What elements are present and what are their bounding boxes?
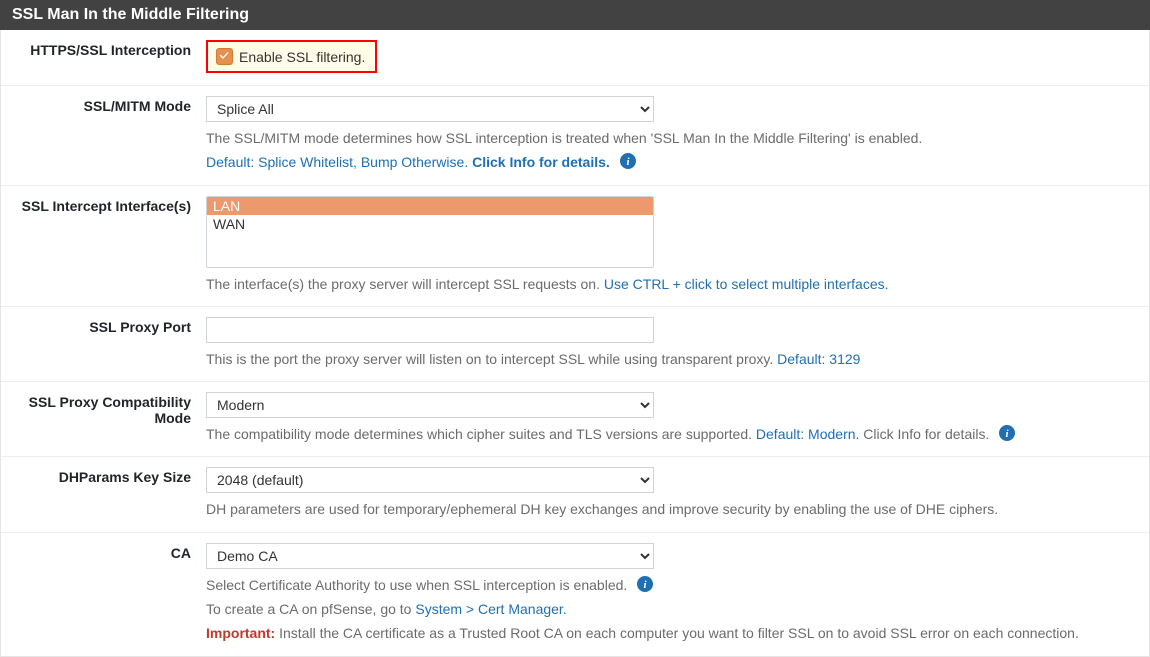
cert-manager-link[interactable]: System > Cert Manager. [415, 601, 566, 617]
ssl-proxy-port-default-link[interactable]: Default: 3129 [777, 351, 860, 367]
enable-ssl-highlight: Enable SSL filtering. [206, 40, 377, 73]
row-ssl-proxy-compat: SSL Proxy Compatibility Mode Modern The … [1, 382, 1149, 457]
row-ssl-proxy-port: SSL Proxy Port This is the port the prox… [1, 307, 1149, 382]
dhparams-key-size-select[interactable]: 2048 (default) [206, 467, 654, 493]
label-ssl-proxy-port: SSL Proxy Port [16, 317, 206, 369]
ssl-mitm-mode-default-link[interactable]: Default: Splice Whitelist, Bump Otherwis… [206, 154, 614, 170]
help-dhparams-key-size: DH parameters are used for temporary/eph… [206, 499, 1134, 519]
help-ca-important: Important: Install the CA certificate as… [206, 623, 1134, 643]
row-ca: CA Demo CA Select Certificate Authority … [1, 533, 1149, 656]
interfaces-ctrl-click-link[interactable]: Use CTRL + click to select multiple inte… [604, 276, 889, 292]
help-ca-create: To create a CA on pfSense, go to System … [206, 599, 1134, 619]
label-https-interception: HTTPS/SSL Interception [16, 40, 206, 73]
ssl-proxy-port-input[interactable] [206, 317, 654, 343]
enable-ssl-checkbox[interactable] [216, 48, 233, 65]
row-dhparams-key-size: DHParams Key Size 2048 (default) DH para… [1, 457, 1149, 532]
label-dhparams-key-size: DHParams Key Size [16, 467, 206, 519]
row-enable-ssl: HTTPS/SSL Interception Enable SSL filter… [1, 30, 1149, 86]
label-ssl-intercept-interfaces: SSL Intercept Interface(s) [16, 196, 206, 294]
important-label: Important: [206, 625, 275, 641]
ssl-mitm-mode-select[interactable]: Splice All [206, 96, 654, 122]
help-ssl-proxy-compat: The compatibility mode determines which … [206, 424, 1134, 444]
enable-ssl-checkbox-label: Enable SSL filtering. [239, 49, 365, 65]
info-icon[interactable]: i [999, 425, 1015, 441]
panel-title: SSL Man In the Middle Filtering [0, 0, 1150, 30]
label-ssl-mitm-mode: SSL/MITM Mode [16, 96, 206, 173]
label-ssl-proxy-compat: SSL Proxy Compatibility Mode [16, 392, 206, 444]
help-ca: Select Certificate Authority to use when… [206, 575, 1134, 595]
panel-body: HTTPS/SSL Interception Enable SSL filter… [0, 30, 1150, 657]
help-ssl-mitm-mode: The SSL/MITM mode determines how SSL int… [206, 128, 1134, 148]
help-ssl-mitm-mode-default: Default: Splice Whitelist, Bump Otherwis… [206, 152, 1134, 172]
info-icon[interactable]: i [620, 153, 636, 169]
check-icon [219, 51, 230, 62]
ssl-proxy-compat-select[interactable]: Modern [206, 392, 654, 418]
label-ca: CA [16, 543, 206, 644]
ca-select[interactable]: Demo CA [206, 543, 654, 569]
help-ssl-proxy-port: This is the port the proxy server will l… [206, 349, 1134, 369]
row-ssl-mitm-mode: SSL/MITM Mode Splice All The SSL/MITM mo… [1, 86, 1149, 186]
ssl-mitm-panel: SSL Man In the Middle Filtering HTTPS/SS… [0, 0, 1150, 657]
row-ssl-intercept-interfaces: SSL Intercept Interface(s) LANWAN The in… [1, 186, 1149, 307]
info-icon[interactable]: i [637, 576, 653, 592]
ssl-intercept-interfaces-select[interactable]: LANWAN [206, 196, 654, 268]
help-ssl-intercept-interfaces: The interface(s) the proxy server will i… [206, 274, 1134, 294]
ssl-proxy-compat-default-link[interactable]: Default: Modern. [756, 426, 860, 442]
